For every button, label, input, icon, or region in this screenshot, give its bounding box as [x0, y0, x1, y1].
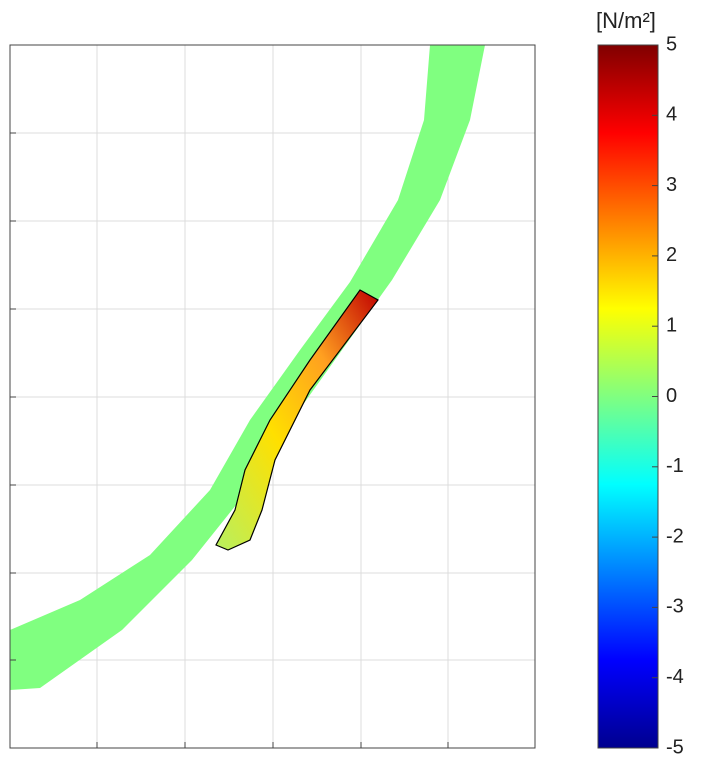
colorbar — [597, 44, 659, 749]
colorbar-tick-label: 3 — [666, 174, 677, 196]
colorbar-tick-label: -2 — [666, 525, 684, 547]
colorbar-label: [N/m²] — [596, 8, 656, 33]
colorbar-tick-label: -4 — [666, 666, 684, 688]
colorbar-tick-label: -1 — [666, 455, 684, 477]
colorbar-tick-label: -5 — [666, 736, 684, 758]
outlined-region — [215, 289, 379, 551]
colorbar-tick-label: 1 — [666, 314, 677, 336]
plot-area — [9, 44, 536, 749]
colorbar-tick-label: 5 — [666, 33, 677, 55]
colorbar-tick-label: -3 — [666, 596, 684, 618]
river-band — [10, 45, 485, 690]
colorbar-tick-label: 0 — [666, 385, 677, 407]
colorbar-tick-label: 4 — [666, 104, 677, 126]
axis-ticks — [10, 132, 449, 748]
colorbar-tick-label: 2 — [666, 244, 677, 266]
